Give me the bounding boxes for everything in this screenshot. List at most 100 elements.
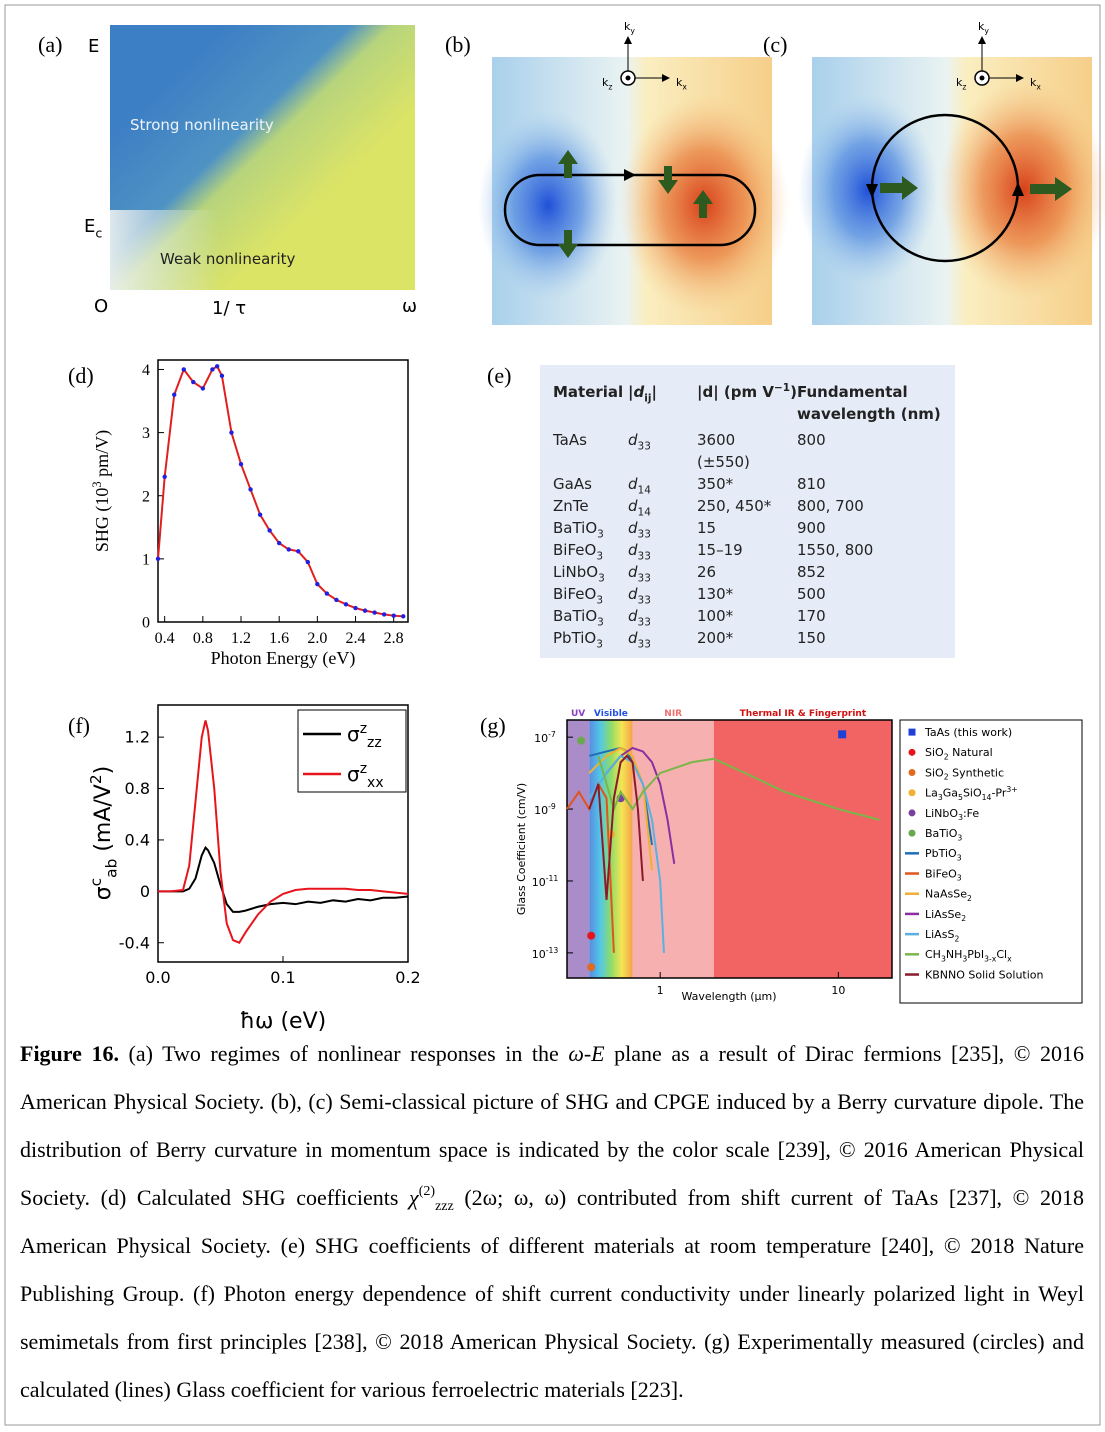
text-part: -13	[546, 946, 559, 955]
legend-label: BaTiO3	[925, 827, 962, 842]
x-tick-label: 1	[657, 984, 664, 997]
text-part: BaTiO	[925, 827, 958, 840]
text-part: 33	[638, 441, 651, 453]
x-axis-label: Wavelength (μm)	[681, 990, 776, 1003]
region-label: Visible	[594, 709, 628, 719]
text-part: |	[651, 383, 656, 402]
point	[343, 602, 349, 607]
series-line	[158, 845, 409, 913]
text-part: Natural	[949, 746, 993, 759]
text-part: ij	[644, 393, 651, 405]
table-cell: 250, 450*	[697, 497, 772, 515]
legend-label: CH3NH3PbI3-xClx	[925, 948, 1012, 963]
point	[191, 379, 196, 385]
table-cell: d33	[628, 431, 651, 453]
table-header: |d| (pm V−1)	[697, 382, 797, 402]
text-part: )	[790, 383, 797, 401]
point	[276, 540, 282, 546]
legend-label: TaAs (this work)	[924, 726, 1012, 739]
axis-label: kz	[956, 76, 966, 91]
text-part: d	[628, 431, 638, 449]
x-axis-label: ħω (eV)	[240, 1009, 326, 1034]
point	[315, 581, 320, 587]
text-part: La	[925, 787, 938, 800]
table-cell: 900	[797, 519, 826, 537]
text-part: 14	[982, 793, 992, 802]
panel-b: ky kz kx	[478, 20, 789, 325]
legend-box	[899, 719, 1083, 1004]
table-cell: 100*	[697, 607, 734, 625]
text-part: 33	[638, 639, 651, 651]
y-tick-label: 4	[142, 362, 150, 379]
text-part: 33	[638, 573, 651, 585]
y-tick-label: 0.4	[125, 831, 150, 850]
table-header: Material	[553, 383, 623, 401]
caption-text: Figure 16.	[20, 1041, 119, 1066]
table-cell: 130*	[697, 585, 734, 603]
point	[155, 556, 161, 562]
chart: 0.0 0.1 0.2-0.400.40.81.2ħω (eV)σcab (mA/V…	[87, 704, 421, 1034]
table-cell: 800	[797, 431, 826, 449]
y-tick-label: 0	[142, 615, 150, 632]
text-part: 800	[797, 431, 826, 449]
text-part: 2	[961, 914, 966, 923]
series-line	[158, 720, 409, 944]
text-part: 2	[954, 934, 959, 943]
text-part: z	[360, 721, 367, 737]
annotation: Weak nonlinearity	[160, 250, 295, 268]
point	[210, 367, 215, 372]
axis-label: kx	[676, 76, 687, 91]
text-part: 3	[957, 833, 962, 842]
text-part: d	[628, 497, 638, 515]
text-part: LiAsSe	[925, 908, 961, 921]
legend-marker	[908, 809, 916, 817]
point	[401, 614, 406, 619]
axis-label: ω	[402, 296, 417, 317]
table-cell: 3600	[697, 431, 735, 449]
table-cell: BiFeO3	[553, 541, 603, 563]
text-part: 14	[638, 485, 652, 497]
point	[214, 364, 220, 369]
text-part: 3	[598, 573, 605, 585]
text-part: 800, 700	[797, 497, 864, 515]
point	[324, 591, 330, 596]
y-tick-label: 2	[142, 488, 150, 505]
text-part: d	[628, 519, 638, 537]
point	[219, 373, 225, 378]
text-part: 33	[638, 617, 651, 629]
text-part: PbTiO	[553, 629, 596, 647]
caption-text: (2)	[418, 1184, 436, 1199]
caption-text: (2ω; ω, ω) contributed from shift curren…	[20, 1185, 1084, 1402]
blob	[478, 110, 618, 300]
arrowhead	[624, 169, 636, 181]
series-line	[588, 754, 644, 900]
text-part: |	[628, 383, 633, 402]
text-part: d	[628, 607, 638, 625]
text-part: PbTiO	[925, 847, 957, 860]
text-part: 170	[797, 607, 826, 625]
table-cell: d33	[628, 629, 651, 651]
k-axes: ky kz kx	[956, 20, 1041, 91]
x-tick-label: 2.8	[384, 630, 404, 647]
panel-label: (b)	[445, 32, 471, 57]
point	[267, 528, 272, 533]
text-part: 3+	[1006, 785, 1017, 794]
legend-label: PbTiO3	[925, 847, 962, 862]
weak-region	[110, 210, 220, 290]
panel-label: (c)	[763, 32, 787, 57]
point	[257, 512, 263, 517]
table-header: wavelength (nm)	[797, 405, 941, 423]
text-part: 3600	[697, 431, 735, 449]
point	[229, 430, 234, 435]
legend-label: LiAsS2	[925, 928, 959, 943]
text-part: (mA/V	[91, 784, 116, 859]
table-cell: ZnTe	[553, 497, 589, 515]
y-tick-label: 10-13	[532, 946, 559, 961]
table-cell: d33	[628, 541, 651, 563]
y-axis-label: Glass Coefficient (cm/V)	[515, 783, 528, 915]
text-part: −1	[774, 382, 790, 394]
text-part: BaTiO	[553, 519, 597, 537]
text-part: ab	[103, 859, 121, 878]
panel-label: (e)	[487, 363, 511, 388]
